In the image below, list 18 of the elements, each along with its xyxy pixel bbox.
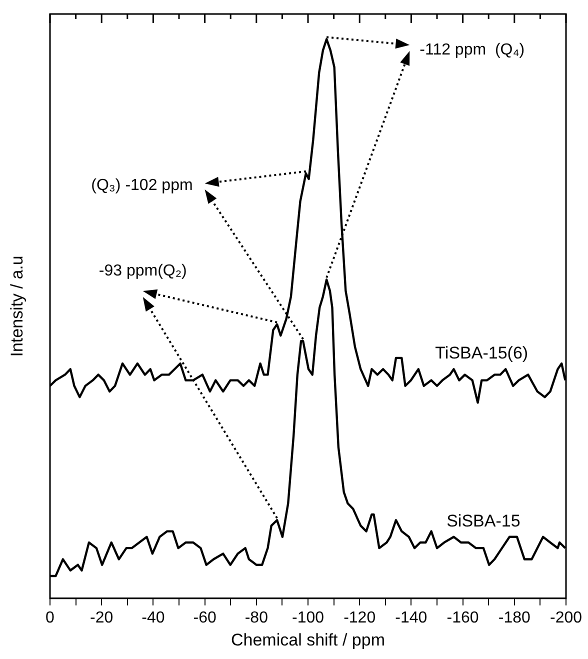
x-tick-label: -160 xyxy=(446,609,479,626)
annotation: -112 ppm (Q₄) xyxy=(420,41,525,58)
x-axis-title: Chemical shift / ppm xyxy=(231,630,385,650)
x-tick-label: 0 xyxy=(46,609,55,626)
x-tick-label: -80 xyxy=(244,609,268,626)
x-tick-label: -20 xyxy=(90,609,114,626)
series-label: TiSBA-15(6) xyxy=(435,343,528,362)
x-tick-label: -120 xyxy=(344,609,376,626)
annotation: -93 ppm(Q₂) xyxy=(98,262,187,280)
annotation: (Q₃) -102 ppm xyxy=(91,176,193,194)
x-tick-label: -60 xyxy=(193,609,216,626)
y-axis-title: Intensity / a.u xyxy=(8,256,27,357)
x-tick-label: -100 xyxy=(292,609,324,626)
x-tick-label: -40 xyxy=(142,609,165,626)
x-tick-label: -200 xyxy=(550,609,582,626)
x-tick-label: -180 xyxy=(498,609,531,626)
series-label: SiSBA-15 xyxy=(446,511,520,530)
x-tick-label: -140 xyxy=(395,609,428,626)
